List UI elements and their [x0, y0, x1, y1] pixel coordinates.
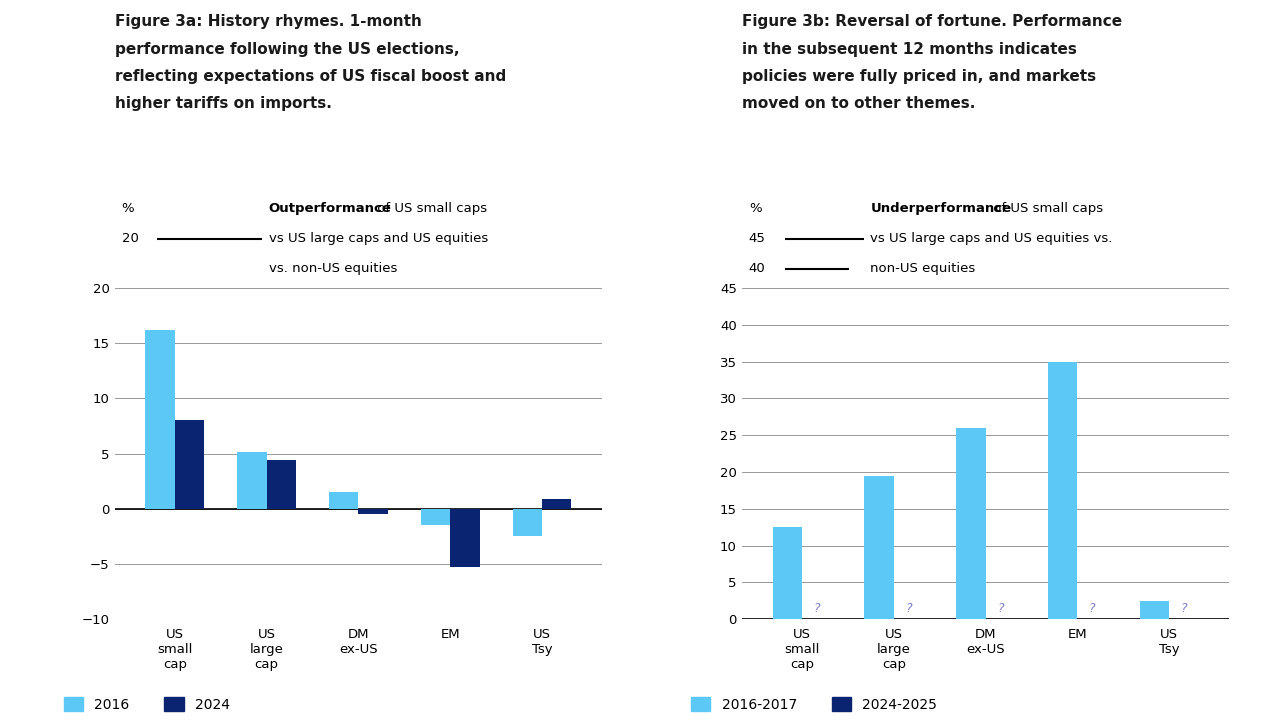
- Bar: [358, 509, 388, 514]
- Bar: [329, 492, 358, 509]
- Bar: [237, 452, 266, 509]
- Text: ?: ?: [1180, 602, 1187, 615]
- Text: in the subsequent 12 months indicates: in the subsequent 12 months indicates: [742, 42, 1078, 57]
- Text: 45: 45: [749, 232, 765, 245]
- Text: policies were fully priced in, and markets: policies were fully priced in, and marke…: [742, 69, 1097, 84]
- Text: reflecting expectations of US fiscal boost and: reflecting expectations of US fiscal boo…: [115, 69, 507, 84]
- Text: moved on to other themes.: moved on to other themes.: [742, 96, 975, 112]
- Text: Figure 3b: Reversal of fortune. Performance: Figure 3b: Reversal of fortune. Performa…: [742, 14, 1123, 30]
- Bar: [541, 499, 571, 509]
- Bar: [512, 509, 541, 536]
- Bar: [146, 330, 175, 509]
- Bar: [421, 509, 451, 526]
- Bar: [864, 476, 893, 619]
- Text: Figure 3a: History rhymes. 1-month: Figure 3a: History rhymes. 1-month: [115, 14, 422, 30]
- Text: 20: 20: [122, 232, 138, 245]
- Bar: [451, 509, 480, 567]
- Bar: [175, 420, 205, 509]
- Text: vs US large caps and US equities: vs US large caps and US equities: [269, 232, 488, 245]
- Text: of US small caps: of US small caps: [372, 202, 486, 215]
- Legend: 2016, 2024: 2016, 2024: [64, 697, 230, 711]
- Legend: 2016-2017, 2024-2025: 2016-2017, 2024-2025: [691, 697, 937, 711]
- Bar: [1139, 600, 1169, 619]
- Text: of US small caps: of US small caps: [989, 202, 1103, 215]
- Bar: [1048, 361, 1078, 619]
- Text: %: %: [749, 202, 762, 215]
- Text: %: %: [122, 202, 134, 215]
- Text: 40: 40: [749, 262, 765, 275]
- Bar: [773, 527, 803, 619]
- Text: ?: ?: [905, 602, 911, 615]
- Bar: [956, 428, 986, 619]
- Text: ?: ?: [997, 602, 1004, 615]
- Text: ?: ?: [1089, 602, 1096, 615]
- Text: higher tariffs on imports.: higher tariffs on imports.: [115, 96, 332, 112]
- Text: Outperformance: Outperformance: [269, 202, 392, 215]
- Text: vs US large caps and US equities vs.: vs US large caps and US equities vs.: [870, 232, 1112, 245]
- Text: vs. non-US equities: vs. non-US equities: [269, 262, 397, 275]
- Text: non-US equities: non-US equities: [870, 262, 975, 275]
- Text: performance following the US elections,: performance following the US elections,: [115, 42, 460, 57]
- Text: Underperformance: Underperformance: [870, 202, 1011, 215]
- Text: ?: ?: [813, 602, 820, 615]
- Bar: [266, 460, 296, 509]
